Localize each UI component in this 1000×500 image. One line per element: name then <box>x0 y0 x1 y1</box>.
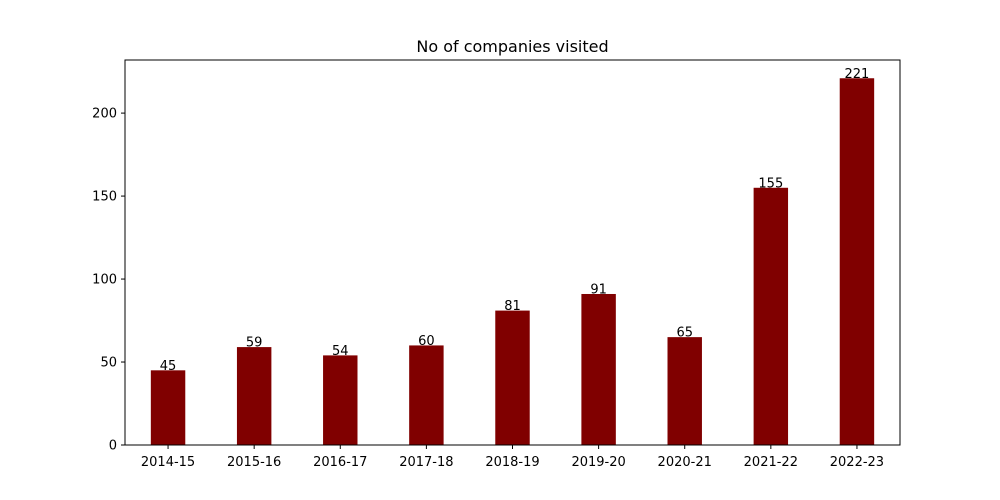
data-label-2017-18: 60 <box>418 334 435 349</box>
y-axis: 0 50 100 150 200 <box>92 107 125 454</box>
x-tick-label-2019-20: 2019-20 <box>571 455 625 470</box>
data-label-2019-20: 91 <box>590 282 607 297</box>
data-label-2022-23: 221 <box>845 67 870 82</box>
y-tick-label-0: 0 <box>109 439 117 454</box>
x-tick-label-2020-21: 2020-21 <box>658 455 712 470</box>
bar-2019-20 <box>581 293 616 445</box>
bar-2015-16 <box>236 347 272 445</box>
y-tick-label-50: 50 <box>100 356 117 371</box>
x-tick-label-2018-19: 2018-19 <box>485 455 539 470</box>
x-axis: 2014-15 2015-16 2016-17 2017-18 2018-19 2019-… <box>141 445 884 470</box>
data-label-2020-21: 65 <box>676 326 693 341</box>
plot-frame <box>124 59 901 446</box>
data-label-2021-22: 155 <box>758 176 783 191</box>
x-tick-label-2021-22: 2021-22 <box>744 455 798 470</box>
x-tick-label-2017-18: 2017-18 <box>399 455 453 470</box>
data-label-2015-16: 59 <box>246 336 263 351</box>
bar-2014-15 <box>150 370 186 445</box>
y-tick-label-150: 150 <box>92 190 117 205</box>
x-tick-label-2014-15: 2014-15 <box>141 455 195 470</box>
bar-2021-22 <box>753 187 789 446</box>
data-label-2016-17: 54 <box>332 344 349 359</box>
y-tick-label-200: 200 <box>92 107 117 122</box>
bar-2017-18 <box>409 345 444 445</box>
bar-2020-21 <box>667 337 702 445</box>
data-label-2018-19: 81 <box>504 299 521 314</box>
x-tick-label-2016-17: 2016-17 <box>313 455 367 470</box>
data-label-2014-15: 45 <box>160 359 177 374</box>
bar-2018-19 <box>495 310 530 445</box>
x-tick-label-2022-23: 2022-23 <box>830 455 884 470</box>
bar-2016-17 <box>323 355 358 445</box>
bar-2022-23 <box>839 78 875 446</box>
bars-group <box>150 78 875 446</box>
chart-title: No of companies visited <box>416 37 608 56</box>
data-labels-group: 45 59 54 60 81 91 65 155 221 <box>160 67 870 374</box>
x-tick-label-2015-16: 2015-16 <box>227 455 281 470</box>
y-tick-label-100: 100 <box>92 273 117 288</box>
